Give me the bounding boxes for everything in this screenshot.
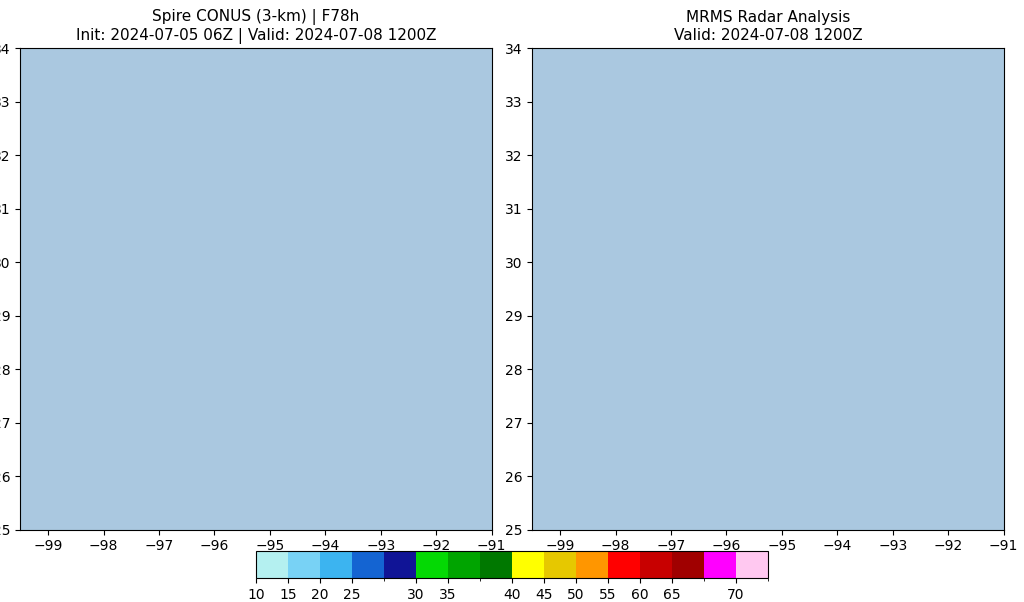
Title: MRMS Radar Analysis
Valid: 2024-07-08 1200Z: MRMS Radar Analysis Valid: 2024-07-08 12… xyxy=(674,10,862,43)
Title: Spire CONUS (3-km) | F78h
Init: 2024-07-05 06Z | Valid: 2024-07-08 1200Z: Spire CONUS (3-km) | F78h Init: 2024-07-… xyxy=(76,10,436,44)
